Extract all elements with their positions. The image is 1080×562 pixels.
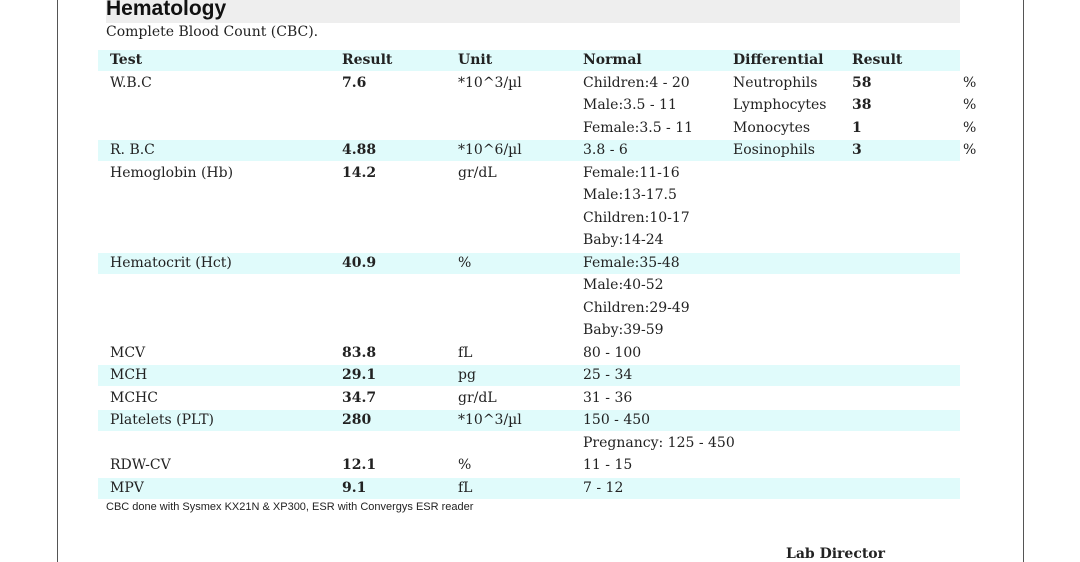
row-result-value: 12.1 (342, 457, 377, 473)
row-normal-range: Female:3.5 - 11 (583, 119, 694, 136)
row-test-name: MCH (110, 367, 148, 383)
row-band (98, 365, 960, 386)
section-subtitle: Complete Blood Count (CBC). (106, 24, 319, 40)
row-result-value: 34.7 (342, 389, 377, 406)
row-test-name: R. B.C (110, 142, 155, 158)
header-unit: Unit (458, 52, 493, 68)
row-unit: fL (458, 479, 473, 496)
row-unit: gr/dL (458, 389, 497, 406)
signature-label: Lab Director (786, 546, 886, 562)
row-result-value: 29.1 (342, 367, 377, 383)
row-test-name: MCV (110, 344, 146, 361)
differential-unit: % (963, 97, 977, 113)
row-unit: % (458, 457, 472, 473)
row-result-value: 4.88 (342, 142, 377, 158)
differential-result: 3 (852, 142, 862, 158)
differential-unit: % (963, 119, 977, 136)
row-normal-range: Female:35-48 (583, 254, 680, 271)
report-page (57, 0, 1024, 562)
row-normal-range: Children:4 - 20 (583, 74, 690, 91)
row-normal-range: Female:11-16 (583, 164, 680, 181)
row-unit: *10^3/µl (458, 412, 522, 428)
row-unit: gr/dL (458, 164, 497, 181)
header-result: Result (342, 52, 393, 68)
differential-name: Monocytes (733, 119, 811, 136)
row-unit: fL (458, 344, 473, 361)
row-band (98, 140, 960, 161)
differential-result: 1 (852, 119, 862, 136)
row-normal-range: Male:40-52 (583, 277, 664, 293)
row-normal-range: 7 - 12 (583, 479, 624, 496)
row-normal-range: 25 - 34 (583, 367, 633, 383)
row-unit: *10^6/µl (458, 142, 522, 158)
row-normal-range: 31 - 36 (583, 389, 633, 406)
row-normal-range: Male:13-17.5 (583, 187, 677, 203)
row-normal-range: Children:29-49 (583, 299, 690, 316)
row-normal-range: Baby:39-59 (583, 322, 664, 338)
differential-name: Eosinophils (733, 142, 815, 158)
row-test-name: RDW-CV (110, 457, 171, 473)
footnote: CBC done with Sysmex KX21N & XP300, ESR … (106, 501, 474, 513)
row-result-value: 7.6 (342, 74, 367, 91)
row-normal-range: Male:3.5 - 11 (583, 97, 677, 113)
differential-unit: % (963, 142, 977, 158)
row-normal-range: 80 - 100 (583, 344, 642, 361)
row-normal-range: 3.8 - 6 (583, 142, 628, 158)
differential-result: 38 (852, 97, 872, 113)
row-unit: % (458, 254, 472, 271)
section-title: Hematology (106, 0, 960, 23)
differential-name: Lymphocytes (733, 97, 827, 113)
row-test-name: Platelets (PLT) (110, 412, 215, 428)
differential-result: 58 (852, 74, 872, 91)
row-result-value: 14.2 (342, 164, 377, 181)
row-test-name: W.B.C (110, 74, 152, 91)
differential-unit: % (963, 74, 977, 91)
row-normal-range: Baby:14-24 (583, 232, 664, 248)
row-band (98, 410, 960, 431)
row-result-value: 280 (342, 412, 372, 428)
row-result-value: 83.8 (342, 344, 377, 361)
row-result-value: 40.9 (342, 254, 377, 271)
row-unit: pg (458, 367, 476, 383)
row-band (98, 477, 960, 499)
row-normal-range: 150 - 450 (583, 412, 651, 428)
header-diff-result: Result (852, 52, 903, 68)
header-normal: Normal (583, 52, 642, 68)
row-result-value: 9.1 (342, 479, 367, 496)
row-unit: *10^3/µl (458, 74, 522, 91)
header-band (98, 50, 960, 71)
row-test-name: MPV (110, 479, 144, 496)
row-test-name: Hematocrit (Hct) (110, 254, 232, 271)
row-normal-range: Pregnancy: 125 - 450 (583, 434, 735, 451)
differential-name: Neutrophils (733, 74, 818, 91)
row-test-name: MCHC (110, 389, 158, 406)
row-normal-range: Children:10-17 (583, 209, 690, 226)
row-test-name: Hemoglobin (Hb) (110, 164, 234, 181)
header-test: Test (110, 52, 143, 68)
row-band (98, 252, 960, 274)
header-differential: Differential (733, 52, 824, 68)
row-normal-range: 11 - 15 (583, 457, 633, 473)
